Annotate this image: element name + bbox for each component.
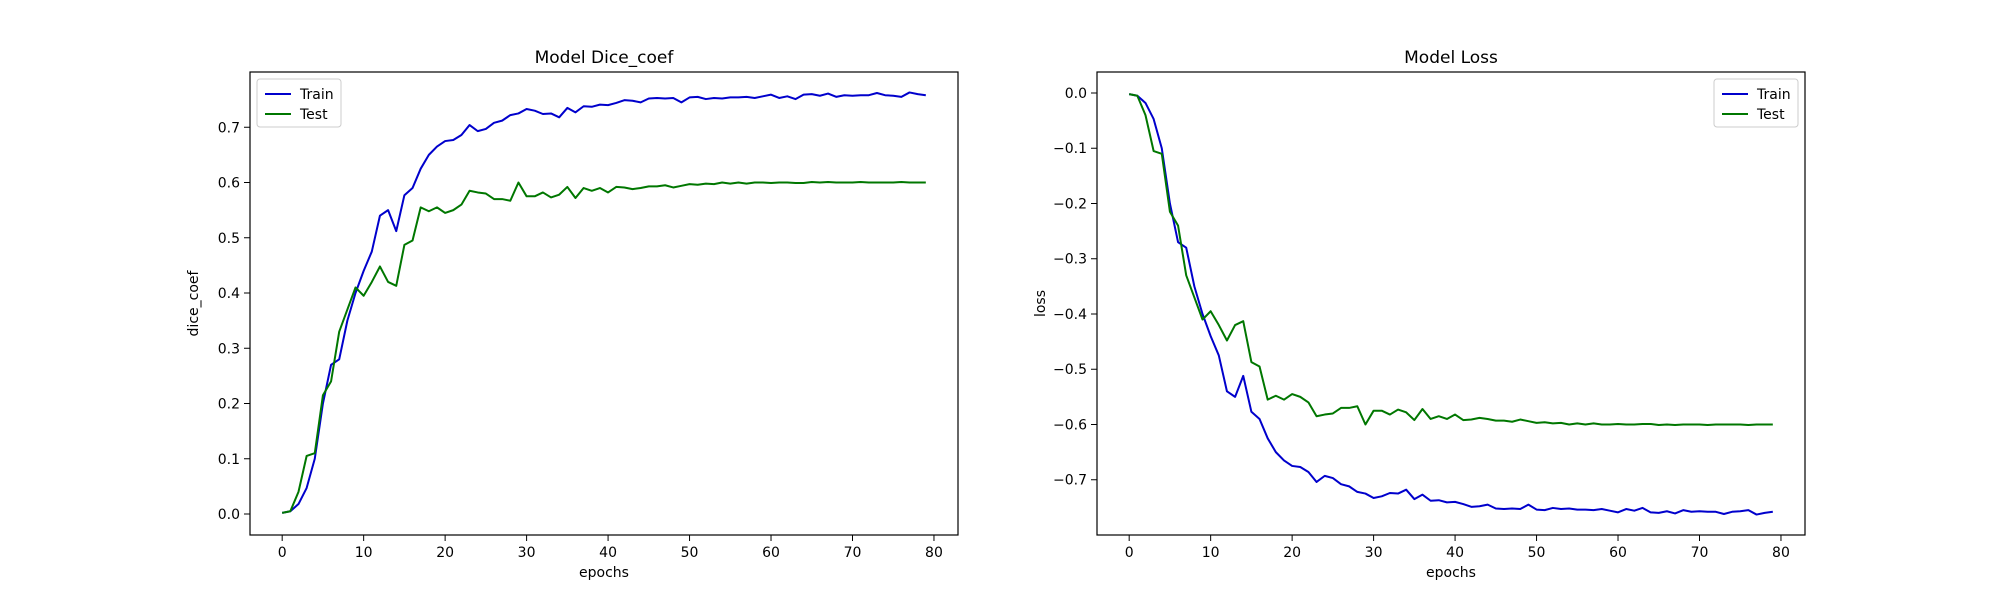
loss-x-tick-label: 10 [1202, 545, 1220, 561]
loss-x-tick-label: 50 [1528, 545, 1546, 561]
loss-y-tick-label: 0.0 [1065, 86, 1087, 102]
dice-x-tick-label: 70 [844, 545, 862, 561]
dice-y-tick-label: 0.7 [218, 120, 240, 136]
loss-x-tick-label: 70 [1691, 545, 1709, 561]
loss-y-tick-label: −0.3 [1053, 252, 1087, 268]
loss-legend-label-train: Train [1756, 87, 1791, 103]
dice-x-tick-label: 60 [762, 545, 780, 561]
loss-x-tick-label: 60 [1609, 545, 1627, 561]
loss-y-tick-label: −0.2 [1053, 196, 1087, 212]
loss-x-tick-label: 40 [1446, 545, 1464, 561]
loss-x-tick-label: 20 [1283, 545, 1301, 561]
loss-x-tick-label: 30 [1365, 545, 1383, 561]
dice-legend-label-test: Test [299, 107, 328, 123]
loss-series-line-test [1128, 93, 1773, 427]
loss-legend-label-test: Test [1756, 107, 1785, 123]
dice-y-tick-label: 0.5 [218, 231, 240, 247]
loss-y-tick-label: −0.4 [1053, 307, 1087, 323]
loss-x-tick-label: 80 [1772, 545, 1790, 561]
dice-x-tick-label: 50 [681, 545, 699, 561]
dice-y-tick-label: 0.3 [218, 341, 240, 357]
dice-chart-title: Model Dice_coef [535, 48, 675, 68]
loss-y-axis-label: loss [1033, 290, 1049, 317]
dice-x-tick-label: 80 [925, 545, 943, 561]
dice-legend-label-train: Train [299, 87, 334, 103]
dice-y-tick-label: 0.0 [218, 507, 240, 523]
dice-x-tick-label: 40 [599, 545, 617, 561]
dice-series-line-test [281, 180, 926, 514]
dice-x-tick-label: 30 [518, 545, 536, 561]
loss-y-tick-label: −0.5 [1053, 362, 1087, 378]
loss-chart-title: Model Loss [1404, 48, 1498, 68]
dice-y-tick-label: 0.4 [218, 286, 240, 302]
dice-series-line-train [281, 91, 926, 514]
loss-series-line-train [1128, 93, 1773, 516]
dice-y-tick-label: 0.6 [218, 176, 240, 192]
dice-x-tick-label: 10 [355, 545, 373, 561]
loss-x-tick-label: 0 [1125, 545, 1134, 561]
loss-x-axis-label: epochs [1426, 565, 1476, 581]
dice-x-axis-label: epochs [579, 565, 629, 581]
dice-y-axis-label: dice_coef [186, 269, 202, 336]
dice-y-tick-label: 0.1 [218, 452, 240, 468]
loss-plot-frame [1096, 71, 1806, 536]
loss-y-tick-label: −0.1 [1053, 141, 1087, 157]
dice-x-tick-label: 0 [278, 545, 287, 561]
loss-y-tick-label: −0.7 [1053, 473, 1087, 489]
dice-y-tick-label: 0.2 [218, 397, 240, 413]
dice-x-tick-label: 20 [436, 545, 454, 561]
dice-plot-frame [249, 71, 959, 536]
loss-y-tick-label: −0.6 [1053, 417, 1087, 433]
